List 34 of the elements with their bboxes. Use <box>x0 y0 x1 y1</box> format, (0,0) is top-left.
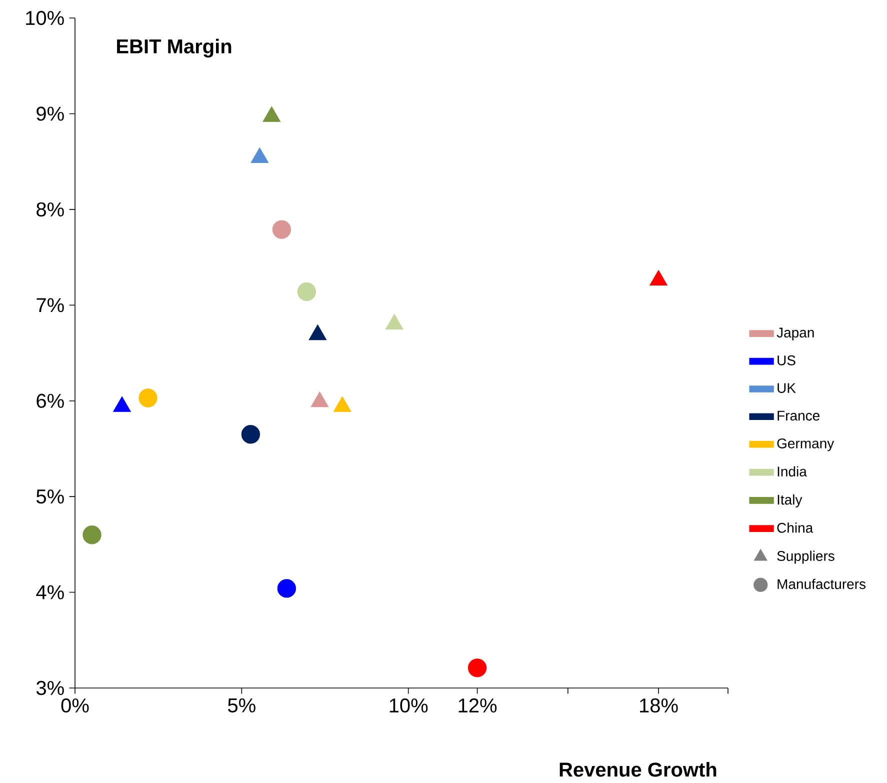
legend-label: France <box>778 410 820 421</box>
x-tick-label: 10% <box>390 698 428 713</box>
legend-label: India <box>778 466 807 477</box>
legend-label: China <box>777 522 814 533</box>
x-tick-label: 5% <box>228 698 256 712</box>
point <box>262 106 281 122</box>
y-tick-label: 3% <box>36 680 64 696</box>
legend-label: Germany <box>777 438 834 452</box>
y-tick-label: 4% <box>36 585 64 600</box>
y-tick-label: 9% <box>36 106 64 121</box>
point <box>277 579 296 598</box>
legend-label: Manufacturers <box>778 578 866 590</box>
legend-label: Japan <box>776 328 814 340</box>
point <box>138 388 158 408</box>
point <box>250 147 269 164</box>
legend-label: Suppliers <box>777 550 834 564</box>
x-axis-title: Revenue Growth <box>560 762 716 777</box>
y-tick-label: 10% <box>26 10 64 26</box>
legend-label: UK <box>778 383 796 393</box>
y-tick-label: 8% <box>36 202 64 217</box>
x-tick-label: 18% <box>640 698 678 713</box>
y-axis-title: EBIT Margin <box>117 38 232 58</box>
y-tick-label: 7% <box>36 298 64 312</box>
y-tick-label: 6% <box>36 394 64 408</box>
legend-label: Italy <box>778 494 802 508</box>
x-tick-label: 12% <box>458 698 497 712</box>
legend-label: US <box>778 355 796 366</box>
point <box>82 526 102 544</box>
point <box>308 324 327 340</box>
x-tick-label: 0% <box>61 698 89 713</box>
point <box>385 314 404 330</box>
y-tick-label: 5% <box>36 490 64 504</box>
point <box>310 392 329 408</box>
point <box>241 425 260 444</box>
